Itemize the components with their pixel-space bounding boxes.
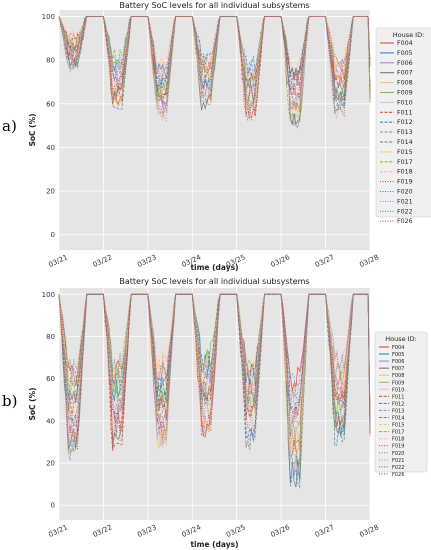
legend-box [374,331,428,473]
legend-entry: F021 [392,458,404,464]
legend-entry: F004 [397,40,413,47]
series-line [58,16,371,122]
x-axis-label: time (days) [190,540,238,549]
series-line [58,293,371,469]
chart-b: 0 20 40 60 80 100 03/21 03/22 03/23 03/24 03/25 03/… [28,277,428,549]
legend-entry: F018 [392,437,404,443]
legend-entry: F015 [392,423,404,429]
chart-title: Battery SoC levels for all individual su… [119,277,309,286]
legend-entry: F010 [392,387,404,393]
series-line [58,293,371,436]
legend-entry: F012 [392,401,404,407]
x-tick-label: 03/21 [47,523,69,539]
panel-label-a: a) [2,117,17,135]
y-tick-label: 100 [42,13,55,21]
y-tick-label: 0 [51,231,55,239]
legend-entry: F007 [397,70,413,77]
x-tick-label: 03/26 [269,523,291,539]
series-line [58,293,371,453]
legend-entry: F020 [392,451,404,457]
legend-box [375,27,431,218]
chart-title: Battery SoC levels for all individual su… [119,1,309,10]
legend-entry: F014 [397,139,413,146]
x-tick-label: 03/27 [314,523,336,539]
legend-entry: F018 [397,169,413,176]
legend-entry: F008 [397,80,413,87]
legend-entry: F014 [392,416,404,422]
legend-entry: F005 [392,352,404,358]
legend-entry: F021 [397,198,413,205]
x-tick-label: 03/23 [136,253,158,269]
y-tick-label: 0 [51,502,55,510]
legend-entry: F010 [397,99,413,106]
x-tick-label: 03/26 [269,253,291,269]
legend-entry: F022 [392,465,404,471]
legend-entry: F005 [397,50,413,57]
series-line [58,16,371,109]
legend-entry: F013 [392,408,404,414]
legend-entry: F009 [397,90,413,97]
legend-entry: F008 [392,373,404,379]
legend-entry: F017 [392,430,404,436]
series-line [58,293,371,447]
series-line [58,293,371,437]
x-tick-label: 03/28 [358,253,380,269]
x-tick-label: 03/28 [358,523,380,539]
legend-entry: F007 [392,366,404,372]
y-axis-label: SoC (%) [28,387,37,420]
legend-entry: F011 [397,109,413,116]
y-tick-label: 20 [46,188,55,196]
legend-entry: F011 [392,394,404,400]
legend-entry: F006 [392,359,404,365]
legend-entry: F004 [392,345,404,351]
legend-entry: F013 [397,129,413,136]
x-tick-label: 03/27 [314,253,336,269]
series-line [58,16,371,118]
legend-entry: F019 [397,179,413,186]
y-tick-label: 80 [46,333,55,341]
legend-entry: F022 [397,208,413,215]
y-tick-label: 60 [46,375,55,383]
legend-entry: F009 [392,380,404,386]
legend-entry: F006 [397,60,413,67]
y-axis-label: SoC (%) [28,113,37,146]
series-line [58,16,371,115]
y-tick-label: 40 [46,144,55,152]
x-tick-label: 03/25 [225,523,247,539]
y-tick-label: 60 [46,100,55,108]
legend-title: House ID: [385,335,417,343]
y-tick-label: 40 [46,417,55,425]
x-tick-label: 03/22 [92,253,114,269]
x-tick-label: 03/22 [92,523,114,539]
x-tick-label: 03/24 [181,523,203,539]
y-tick-label: 80 [46,57,55,65]
x-tick-label: 03/21 [47,253,69,269]
legend-entry: F015 [397,149,413,156]
y-tick-label: 100 [42,291,55,299]
x-axis-label: time (days) [190,263,238,272]
legend-entry: F026 [397,218,413,225]
x-tick-label: 03/23 [136,523,158,539]
legend-entry: F017 [397,159,413,166]
panel-label-b: b) [2,392,17,410]
legend-entry: F020 [397,189,413,196]
legend-entry: F012 [397,119,413,126]
y-tick-label: 20 [46,460,55,468]
legend-title: House ID: [393,31,425,39]
legend-entry: F026 [392,472,404,478]
legend-entry: F019 [392,444,404,450]
